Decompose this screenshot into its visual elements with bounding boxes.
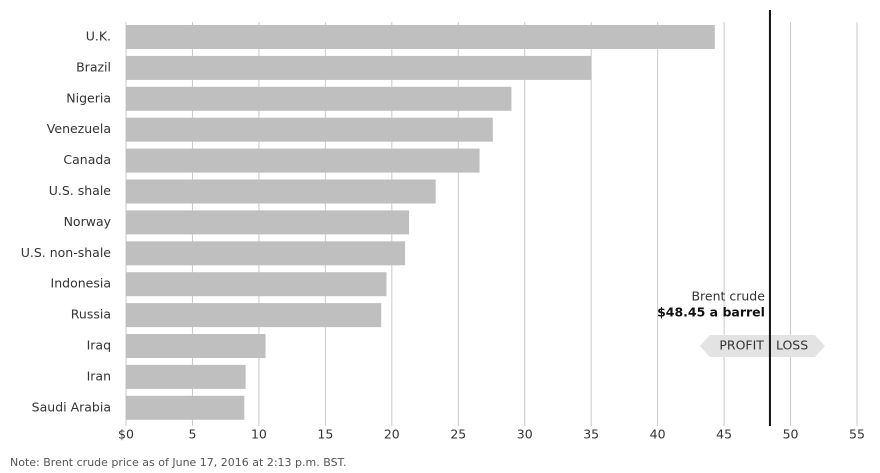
x-tick-label: 20	[384, 427, 400, 442]
x-tick-label: 30	[517, 427, 533, 442]
bar	[126, 179, 436, 204]
note: Note: Brent crude price as of June 17, 2…	[10, 456, 346, 469]
x-tick-label: 55	[849, 427, 865, 442]
x-tick-label: 50	[783, 427, 799, 442]
y-tick-label: Indonesia	[51, 276, 111, 291]
y-tick-label: Venezuela	[47, 121, 111, 136]
bar	[126, 334, 266, 358]
bar	[126, 86, 512, 111]
x-tick-label: 5	[188, 427, 196, 442]
y-tick-label: U.S. shale	[49, 183, 112, 198]
x-tick-label: 10	[251, 427, 267, 442]
profit-loss-arrow	[699, 335, 825, 357]
bar	[126, 272, 387, 297]
y-tick-label: Iran	[87, 368, 111, 383]
x-tick-label: 40	[650, 427, 666, 442]
bar	[126, 210, 410, 235]
bar	[126, 55, 592, 80]
y-tick-label: Nigeria	[66, 90, 111, 105]
y-tick-label: Saudi Arabia	[32, 399, 111, 414]
x-tick-label: $0	[118, 427, 134, 442]
y-tick-label: Brazil	[76, 59, 111, 74]
bar	[126, 364, 246, 389]
y-tick-label: Canada	[63, 152, 111, 167]
x-tick-label: 45	[716, 427, 732, 442]
bar	[126, 303, 382, 328]
y-tick-label: U.S. non-shale	[21, 245, 112, 260]
y-tick-label: Norway	[64, 214, 112, 229]
x-tick-label: 25	[450, 427, 466, 442]
y-tick-label: Iraq	[87, 338, 111, 353]
bar	[126, 148, 480, 173]
x-tick-label: 35	[583, 427, 599, 442]
x-tick-label: 15	[317, 427, 333, 442]
profit-label: PROFIT	[719, 338, 764, 353]
bar	[126, 395, 245, 420]
y-tick-label: Russia	[71, 307, 111, 322]
reference-name: Brent crude	[691, 289, 765, 304]
reference-label: $48.45 a barrel	[657, 305, 765, 320]
bar	[126, 117, 493, 142]
loss-label: LOSS	[776, 338, 808, 353]
bar	[126, 241, 406, 266]
y-tick-label: U.K.	[86, 29, 111, 44]
bar	[126, 25, 715, 49]
